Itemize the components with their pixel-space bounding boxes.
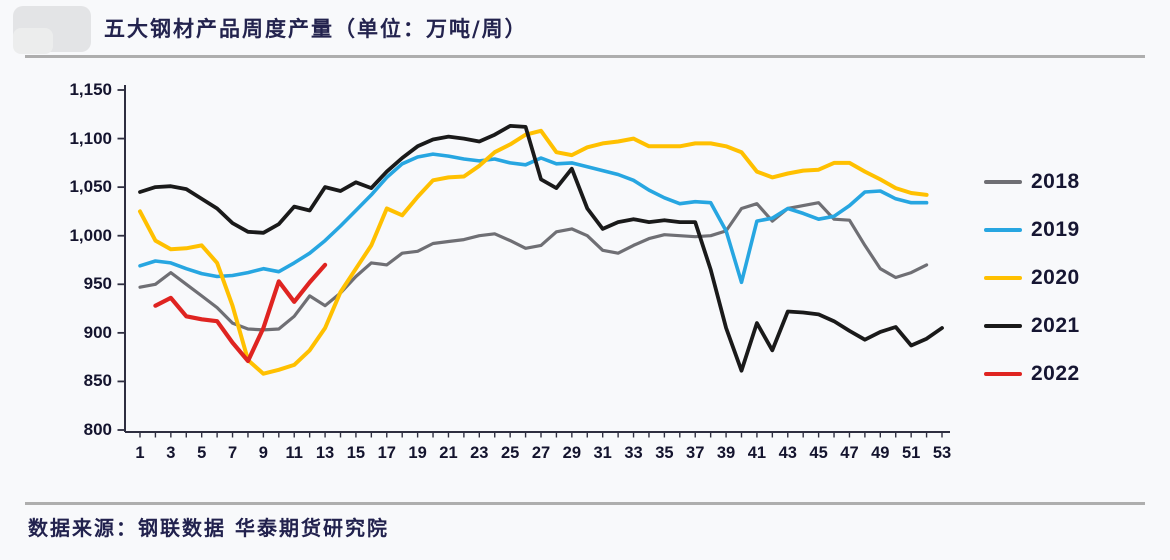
x-axis-label: 1: [135, 444, 145, 462]
y-axis-label: 1,150: [69, 80, 112, 99]
x-axis-label: 35: [655, 444, 674, 462]
x-axis-label: 31: [593, 444, 612, 462]
legend-label: 2021: [1031, 314, 1080, 337]
bottom-divider: [25, 502, 1145, 505]
y-axis-label: 900: [83, 322, 112, 342]
x-axis-label: 41: [747, 444, 767, 462]
legend-swatch-2021: [984, 324, 1022, 328]
x-axis-label: 23: [470, 444, 489, 462]
x-axis-label: 43: [778, 444, 797, 462]
x-axis-label: 33: [624, 444, 643, 462]
x-axis-label: 21: [439, 444, 458, 462]
series-line-2022: [153, 262, 328, 364]
legend-item-2018: 2018: [984, 168, 1080, 196]
legend-swatch-2018: [984, 180, 1022, 184]
x-axis-label: 9: [258, 444, 268, 462]
legend-item-2019: 2019: [984, 216, 1080, 244]
x-axis-label: 37: [686, 444, 705, 462]
x-axis-label: 7: [227, 444, 238, 462]
x-axis-label: 29: [562, 444, 582, 462]
y-axis-label: 850: [83, 371, 112, 391]
y-axis-label: 1,100: [69, 128, 112, 148]
series-line-2018: [138, 201, 929, 332]
series-line-2020: [138, 128, 929, 376]
data-source-note: 数据来源：钢联数据 华泰期货研究院: [28, 516, 389, 540]
x-axis-label: 5: [197, 444, 207, 462]
legend-item-2020: 2020: [984, 264, 1080, 292]
x-axis-label: 47: [840, 444, 859, 462]
y-axis-label: 1,050: [69, 177, 112, 197]
series-line-2019: [138, 152, 929, 285]
x-axis-label: 11: [285, 444, 303, 462]
legend-swatch-2022: [984, 372, 1022, 376]
x-axis-label: 3: [166, 444, 176, 462]
x-axis-label: 25: [500, 444, 520, 462]
y-axis-label: 1,000: [69, 225, 112, 245]
x-axis-label: 17: [377, 444, 396, 462]
x-axis-label: 53: [932, 444, 952, 462]
legend-label: 2022: [1031, 362, 1080, 385]
logo-watermark: [13, 6, 91, 54]
x-axis-label: 39: [716, 444, 736, 462]
legend-item-2021: 2021: [984, 312, 1080, 340]
x-axis-label: 13: [315, 444, 335, 462]
top-divider: [25, 55, 1145, 58]
y-axis-label: 950: [83, 274, 112, 294]
legend-label: 2020: [1031, 266, 1080, 289]
series-line-2021: [138, 124, 944, 373]
legend-swatch-2019: [984, 228, 1022, 232]
x-axis-label: 27: [531, 444, 551, 462]
x-axis-label: 49: [871, 444, 890, 462]
legend-item-2022: 2022: [984, 360, 1080, 388]
x-axis-label: 15: [346, 444, 366, 462]
legend-label: 2018: [1031, 170, 1080, 193]
chart-legend: 2018 2019 2020 2021 2022: [984, 168, 1080, 408]
x-axis-label: 19: [408, 444, 427, 462]
x-axis-label: 45: [809, 444, 828, 462]
x-axis-label: 51: [901, 444, 921, 462]
y-axis-label: 800: [83, 420, 112, 439]
legend-label: 2019: [1031, 218, 1080, 241]
legend-swatch-2020: [984, 276, 1022, 280]
chart-title: 五大钢材产品周度产量（单位：万吨/周）: [104, 16, 528, 41]
